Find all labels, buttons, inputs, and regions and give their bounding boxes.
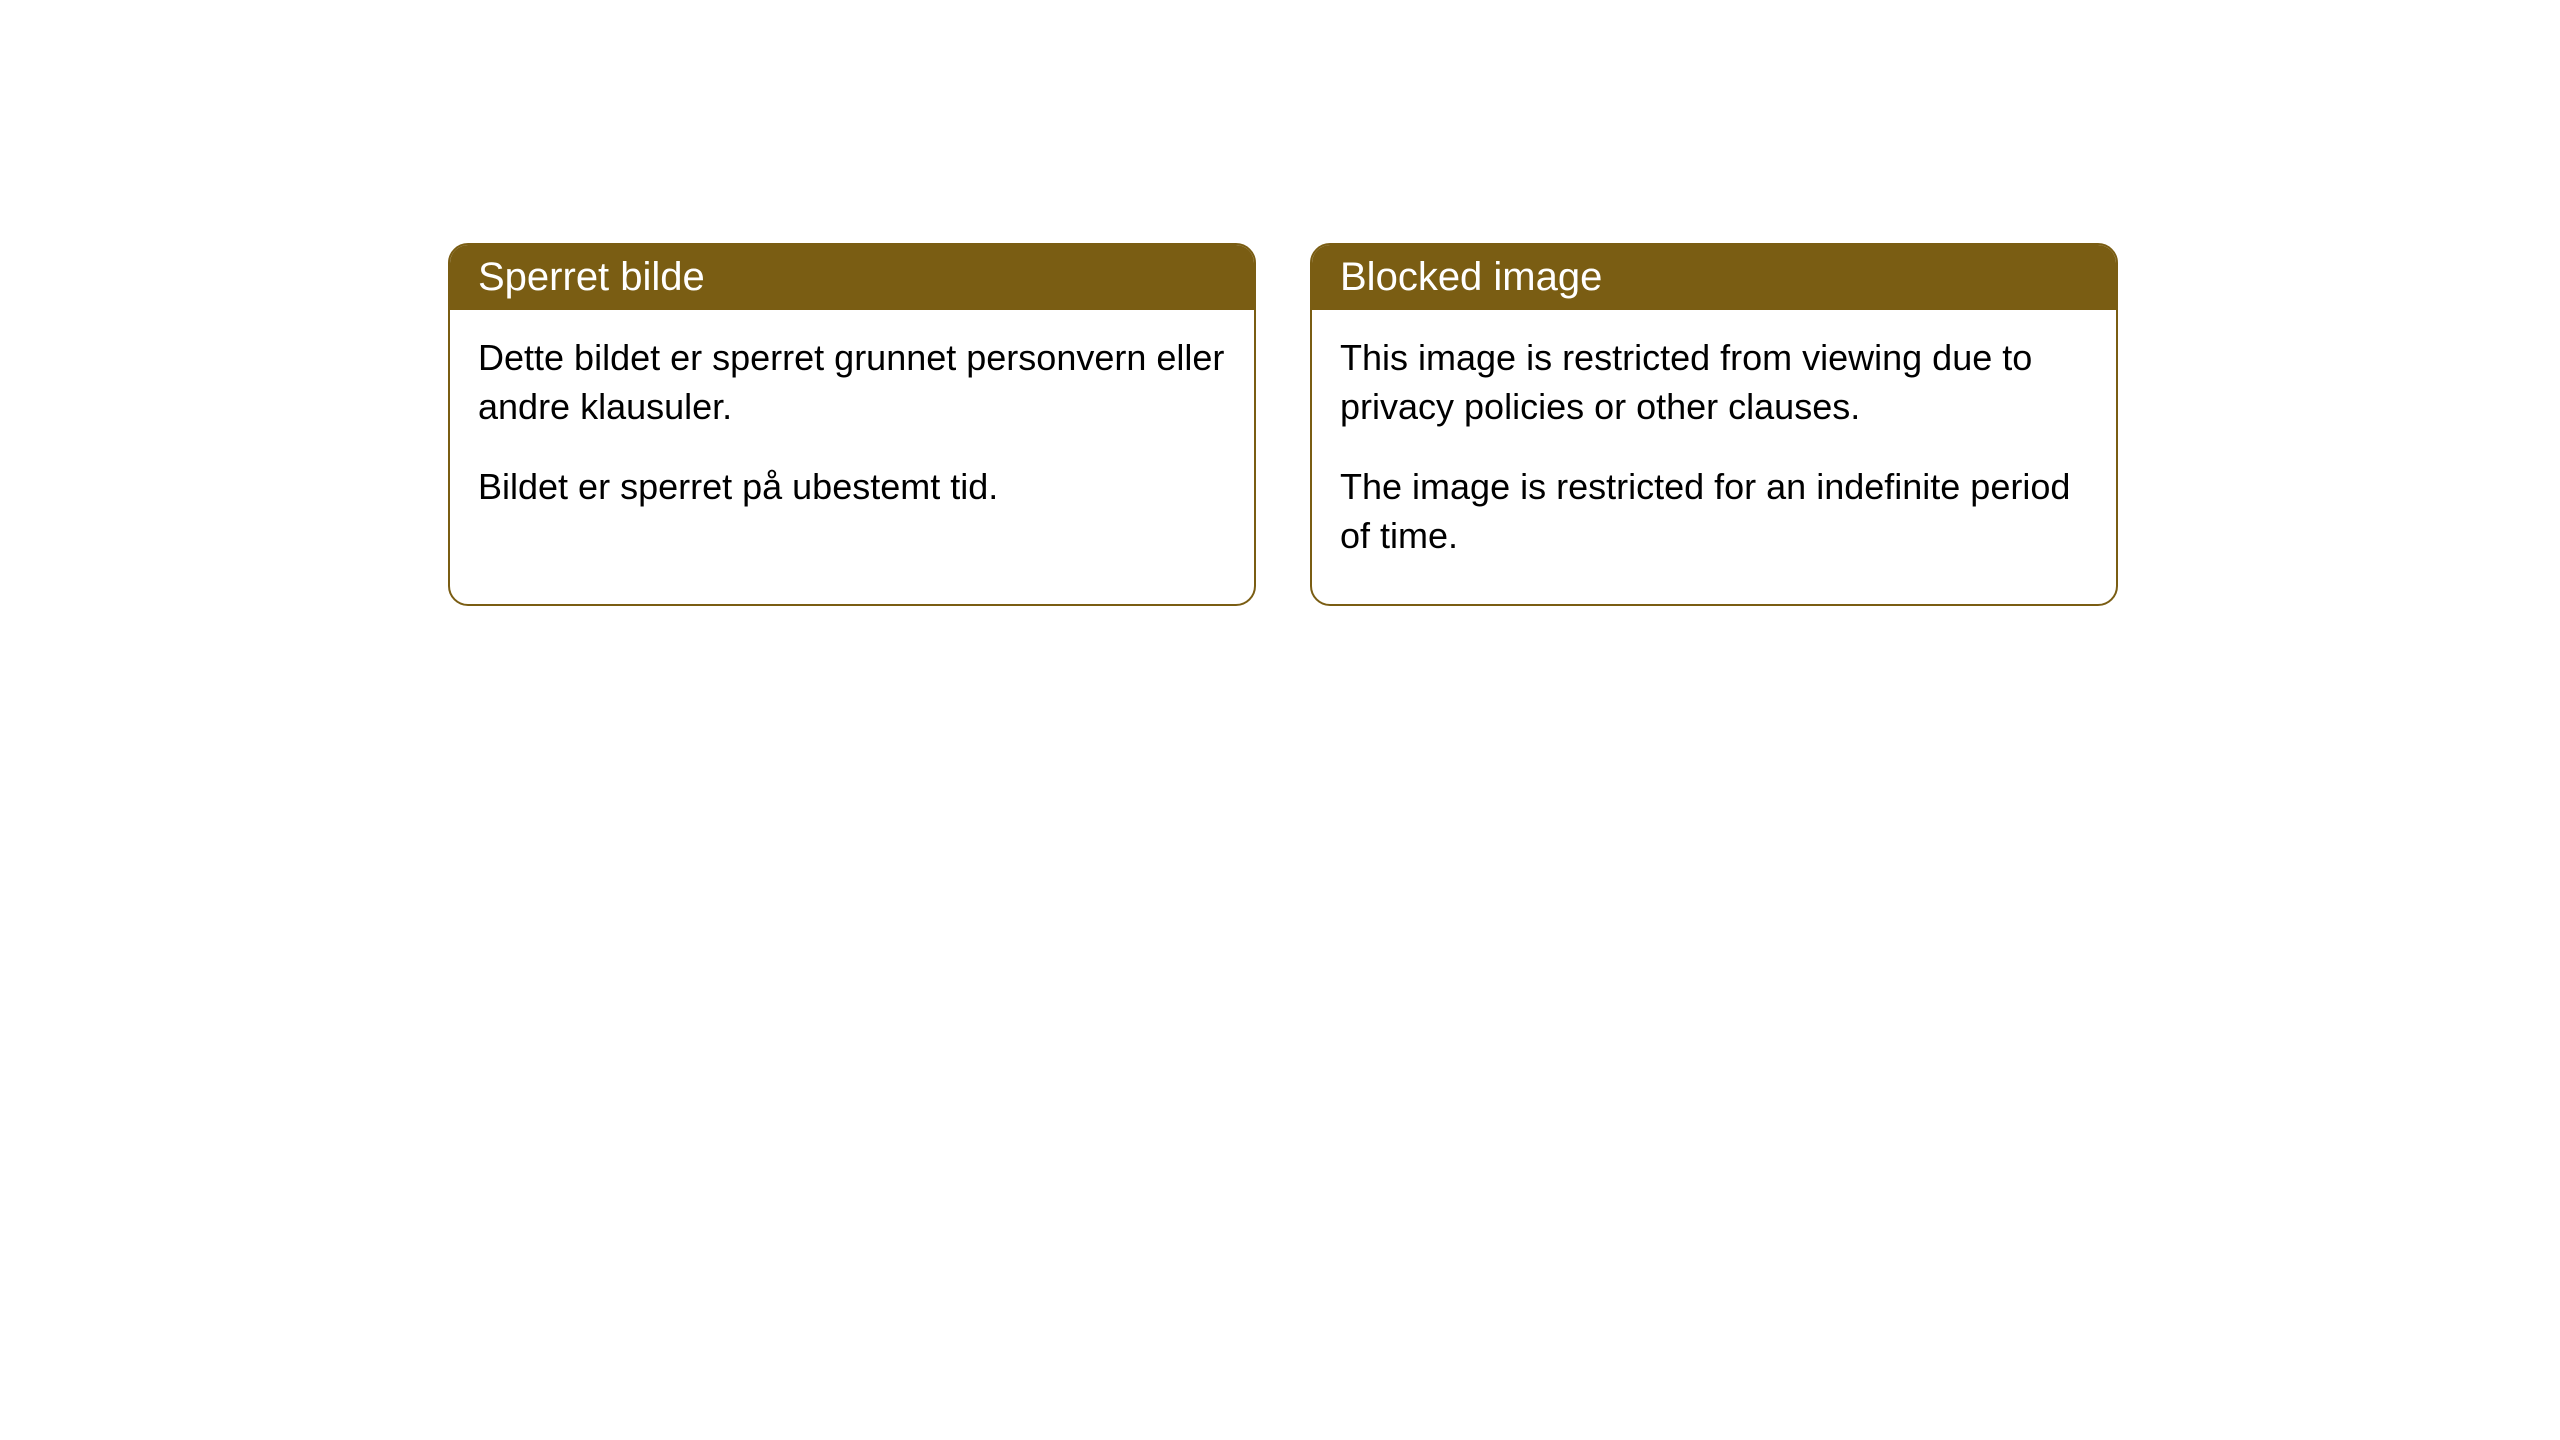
card-header: Blocked image xyxy=(1312,245,2116,310)
cards-container: Sperret bilde Dette bildet er sperret gr… xyxy=(448,243,2118,606)
card-title: Blocked image xyxy=(1340,255,1602,299)
card-paragraph: The image is restricted for an indefinit… xyxy=(1340,463,2088,560)
card-paragraph: This image is restricted from viewing du… xyxy=(1340,334,2088,431)
card-header: Sperret bilde xyxy=(450,245,1254,310)
card-title: Sperret bilde xyxy=(478,255,705,299)
card-paragraph: Dette bildet er sperret grunnet personve… xyxy=(478,334,1226,431)
blocked-image-card-norwegian: Sperret bilde Dette bildet er sperret gr… xyxy=(448,243,1256,606)
blocked-image-card-english: Blocked image This image is restricted f… xyxy=(1310,243,2118,606)
card-body: Dette bildet er sperret grunnet personve… xyxy=(450,310,1254,556)
card-paragraph: Bildet er sperret på ubestemt tid. xyxy=(478,463,1226,512)
card-body: This image is restricted from viewing du… xyxy=(1312,310,2116,604)
